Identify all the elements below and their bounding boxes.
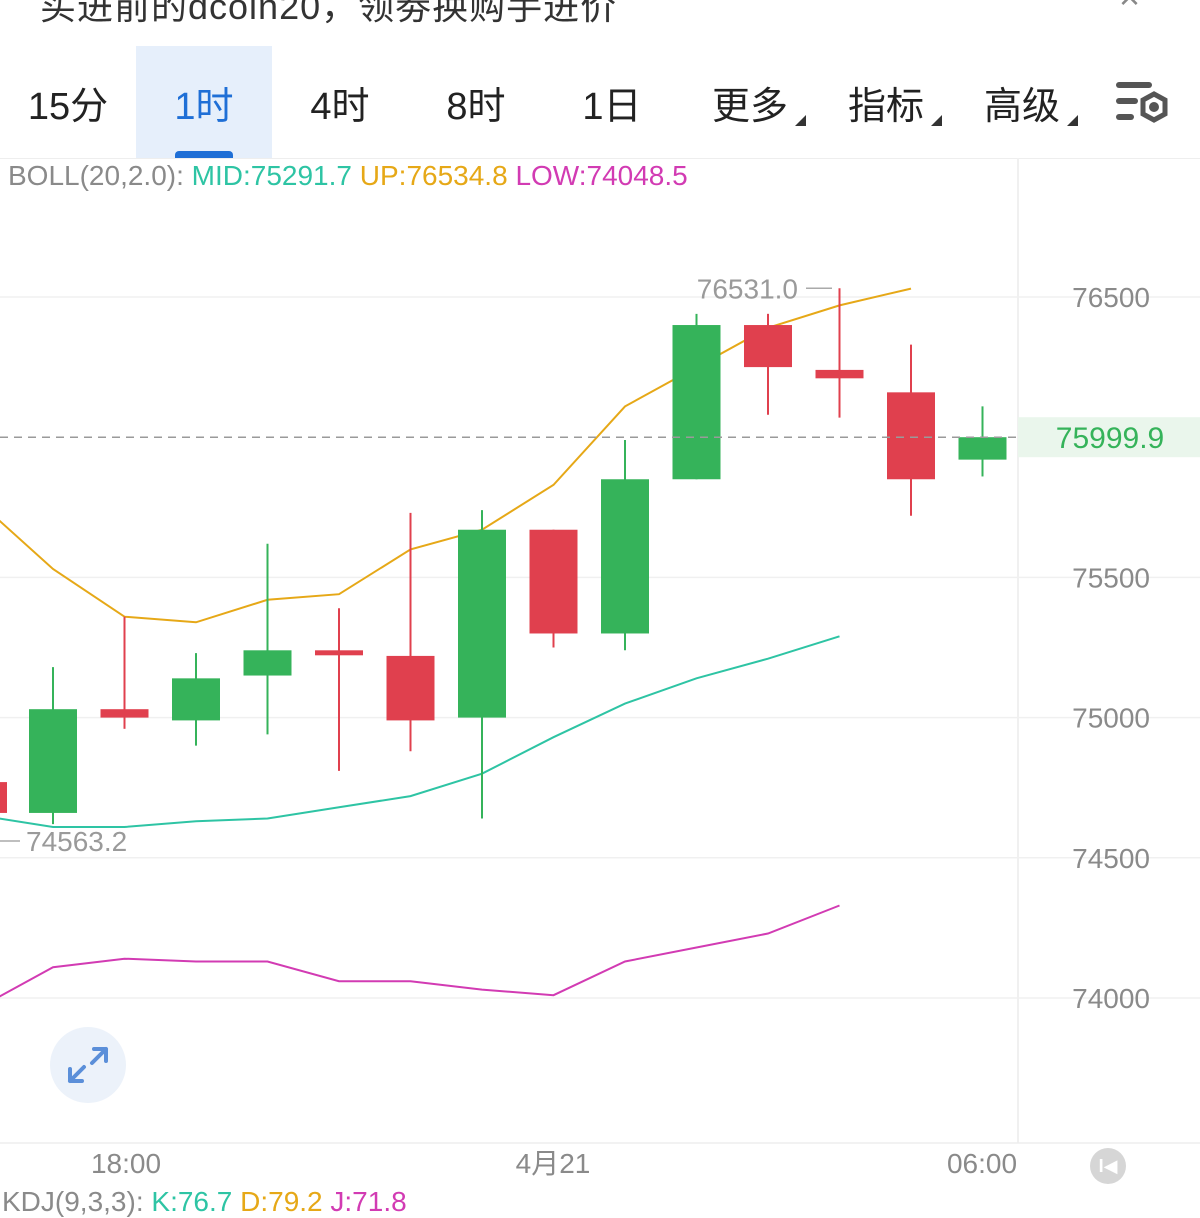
tab-1h[interactable]: 1时 bbox=[136, 46, 272, 158]
tab-label: 指标 bbox=[847, 85, 924, 128]
candle-body bbox=[887, 392, 935, 480]
x-axis-label: 4月21 bbox=[516, 1148, 591, 1179]
y-axis-label: 76500 bbox=[1072, 282, 1150, 313]
candle-body-partial bbox=[0, 782, 7, 813]
kdj-k-value: K:76.7 bbox=[151, 1186, 233, 1217]
candle-body bbox=[958, 437, 1007, 460]
boll-lower-line bbox=[0, 904, 840, 998]
candle-body bbox=[458, 529, 506, 718]
header-strip: 买进前的dcoin20，领劵换购手进价 × bbox=[0, 0, 1200, 30]
chart-settings-button[interactable] bbox=[1112, 76, 1172, 132]
fullscreen-button[interactable] bbox=[50, 1027, 126, 1103]
tab-label: 更多 bbox=[711, 85, 788, 128]
tab-label: 15分 bbox=[27, 85, 109, 128]
x-axis-label: 06:00 bbox=[947, 1148, 1017, 1179]
y-axis-label: 74500 bbox=[1072, 843, 1150, 874]
y-axis-label: 75000 bbox=[1072, 703, 1150, 734]
tab-indicators[interactable]: 指标 bbox=[836, 46, 942, 158]
kdj-j-value: J:71.8 bbox=[330, 1186, 407, 1217]
candle-body bbox=[100, 709, 149, 718]
dropdown-triangle-icon bbox=[931, 115, 942, 126]
kdj-label: KDJ(9,3,3): bbox=[2, 1186, 144, 1217]
tab-label: 1时 bbox=[174, 85, 234, 128]
tab-1d[interactable]: 1日 bbox=[544, 46, 680, 158]
expand-icon bbox=[68, 1047, 108, 1083]
scroll-to-latest-button[interactable]: I◀ bbox=[1090, 1148, 1126, 1184]
boll-label: BOLL(20,2.0): bbox=[8, 160, 184, 191]
boll-mid-line bbox=[0, 635, 840, 828]
tab-label: 8时 bbox=[446, 85, 506, 128]
kdj-legend: KDJ(9,3,3): K:76.7 D:79.2 J:71.8 bbox=[2, 1186, 407, 1218]
candle-body bbox=[601, 479, 649, 634]
page-title: 买进前的dcoin20，领劵换购手进价 bbox=[40, 0, 618, 27]
tab-label: 4时 bbox=[310, 85, 370, 128]
tab-15m[interactable]: 15分 bbox=[0, 46, 136, 158]
candle-body bbox=[815, 369, 864, 379]
max-price-label: 76531.0 bbox=[697, 273, 798, 304]
chart-settings-icon bbox=[1116, 82, 1168, 123]
y-axis-label: 74000 bbox=[1072, 983, 1150, 1014]
tab-4h[interactable]: 4时 bbox=[272, 46, 408, 158]
candle-body bbox=[172, 678, 220, 721]
boll-low-value: LOW:74048.5 bbox=[515, 160, 688, 191]
y-axis-label: 75500 bbox=[1072, 562, 1150, 593]
boll-legend: BOLL(20,2.0): MID:75291.7 UP:76534.8 LOW… bbox=[8, 160, 688, 192]
tab-8h[interactable]: 8时 bbox=[408, 46, 544, 158]
candle-body bbox=[315, 650, 363, 656]
candle-body bbox=[243, 650, 292, 676]
tab-advanced[interactable]: 高级 bbox=[972, 46, 1078, 158]
tab-more[interactable]: 更多 bbox=[700, 46, 806, 158]
skip-back-icon: I◀ bbox=[1098, 1155, 1118, 1176]
candle-body bbox=[386, 655, 435, 721]
boll-up-value: UP:76534.8 bbox=[359, 160, 508, 191]
close-icon[interactable]: × bbox=[1119, 0, 1140, 18]
x-axis-label: 18:00 bbox=[91, 1148, 161, 1179]
last-price-label: 75999.9 bbox=[1056, 422, 1164, 455]
kdj-d-value: D:79.2 bbox=[240, 1186, 323, 1217]
timeframe-tabbar: 15分 1时 4时 8时 1日 更多 指标 高级 bbox=[0, 46, 1200, 159]
tab-label: 高级 bbox=[983, 85, 1060, 128]
dropdown-triangle-icon bbox=[795, 115, 806, 126]
candle-body bbox=[744, 325, 792, 368]
min-price-label: 74563.2 bbox=[26, 826, 127, 857]
dropdown-triangle-icon bbox=[1067, 115, 1078, 126]
candle-body bbox=[29, 709, 77, 813]
candlestick-chart[interactable]: 76500 75500 75000 74500 74000 75999.9 76531.0 7… bbox=[0, 158, 1200, 1188]
candle-body bbox=[672, 325, 721, 480]
active-tab-indicator bbox=[175, 151, 233, 158]
candle-body bbox=[529, 529, 578, 634]
boll-mid-value: MID:75291.7 bbox=[191, 160, 352, 191]
last-price-tag bbox=[1018, 417, 1200, 458]
tab-label: 1日 bbox=[582, 85, 642, 128]
